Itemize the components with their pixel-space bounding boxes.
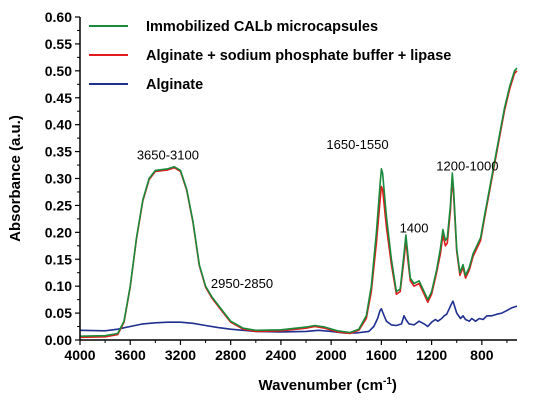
- x-tick-label: 2800: [215, 347, 246, 363]
- axes: 0.00 0.05 0.10 0.15 0.20 0.25 0.30 0.35 0.40 0.45…: [45, 9, 517, 363]
- series-line-3: [79, 300, 518, 334]
- x-axis-title-superscript: -1: [383, 376, 392, 387]
- x-axis-title-end: ): [392, 377, 397, 394]
- legend: Immobilized CALb microcapsules Alginate +…: [89, 19, 451, 93]
- peak-annotation: 2950-2850: [211, 276, 273, 291]
- y-tick-label: 0.20: [45, 224, 72, 240]
- x-tick-label: 2000: [316, 347, 347, 363]
- series-layer: [79, 67, 518, 339]
- x-tick-label: 3200: [165, 347, 196, 363]
- x-axis-title-main: Wavenumber (cm: [259, 377, 383, 394]
- x-tick-label: 2400: [265, 347, 296, 363]
- series-line-1: [79, 67, 518, 337]
- y-tick-label: 0.45: [45, 90, 72, 106]
- x-tick-label: 1600: [366, 347, 397, 363]
- y-tick-label: 0.00: [45, 332, 72, 348]
- peak-annotation: 1650-1550: [326, 137, 388, 152]
- legend-label: Alginate + sodium phosphate buffer + lip…: [146, 48, 451, 64]
- peak-annotation: 1200-1000: [436, 158, 498, 173]
- x-tick-label: 4000: [64, 347, 95, 363]
- x-axis-title: Wavenumber (cm-1): [259, 376, 397, 394]
- peak-annotation: 3650-3100: [137, 148, 199, 163]
- y-tick-label: 0.25: [45, 197, 72, 213]
- y-tick-label: 0.05: [45, 305, 72, 321]
- y-tick-label: 0.55: [45, 36, 72, 52]
- legend-label: Immobilized CALb microcapsules: [146, 19, 378, 35]
- legend-label: Alginate: [146, 77, 203, 93]
- y-tick-label: 0.10: [45, 278, 72, 294]
- y-tick-label: 0.50: [45, 63, 72, 79]
- y-tick-label: 0.15: [45, 251, 72, 267]
- y-tick-label: 0.40: [45, 117, 72, 133]
- x-tick-label: 3600: [115, 347, 146, 363]
- peak-annotation: 1400: [400, 220, 429, 235]
- y-tick-label: 0.35: [45, 144, 72, 160]
- y-tick-label: 0.30: [45, 171, 72, 187]
- y-tick-label: 0.60: [45, 9, 72, 25]
- x-tick-label: 1200: [416, 347, 447, 363]
- x-tick-label: 800: [470, 347, 494, 363]
- y-axis-title: Absorbance (a.u.): [7, 115, 24, 242]
- annotations: 3650-3100 2950-2850 1650-1550 1400 1200-1000: [137, 137, 499, 291]
